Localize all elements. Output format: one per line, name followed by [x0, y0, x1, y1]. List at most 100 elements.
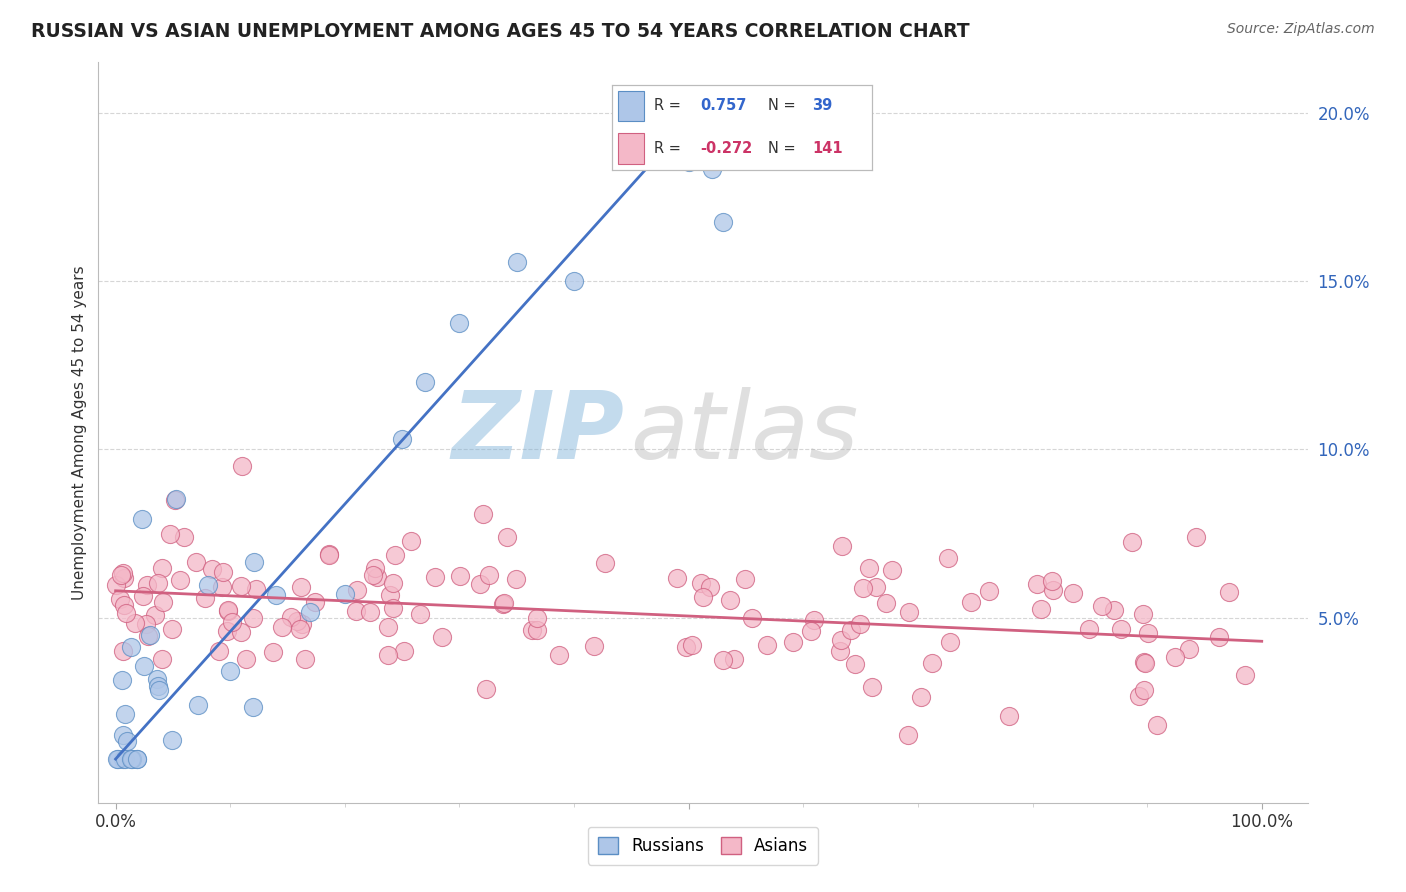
Point — [472, 507, 495, 521]
Point — [1218, 585, 1240, 599]
Point — [194, 591, 217, 605]
Point — [159, 527, 181, 541]
Point — [290, 580, 312, 594]
Point — [135, 578, 157, 592]
Point — [344, 604, 367, 618]
Point — [1164, 649, 1187, 664]
Point — [468, 577, 491, 591]
Point — [112, 644, 135, 658]
Point — [242, 611, 264, 625]
Point — [711, 215, 734, 229]
Point — [217, 604, 239, 618]
Point — [1208, 630, 1230, 644]
Point — [582, 639, 605, 653]
Y-axis label: Unemployment Among Ages 45 to 54 years: Unemployment Among Ages 45 to 54 years — [72, 265, 87, 600]
Point — [112, 571, 135, 585]
Point — [526, 623, 548, 637]
Point — [121, 752, 143, 766]
Point — [186, 698, 208, 713]
Point — [366, 570, 388, 584]
Point — [1132, 607, 1154, 621]
Point — [690, 576, 713, 591]
Point — [270, 620, 292, 634]
Point — [173, 530, 195, 544]
Point — [723, 652, 745, 666]
Point — [148, 683, 170, 698]
Point — [211, 580, 233, 594]
Point — [201, 562, 224, 576]
Point — [150, 561, 173, 575]
Point — [1185, 530, 1208, 544]
Point — [1104, 603, 1126, 617]
Text: RUSSIAN VS ASIAN UNEMPLOYMENT AMONG AGES 45 TO 54 YEARS CORRELATION CHART: RUSSIAN VS ASIAN UNEMPLOYMENT AMONG AGES… — [31, 22, 970, 41]
Point — [318, 547, 340, 561]
Point — [146, 576, 169, 591]
Point — [381, 575, 404, 590]
Point — [163, 492, 186, 507]
Point — [593, 556, 616, 570]
Point — [875, 596, 897, 610]
Point — [655, 108, 678, 122]
Point — [138, 628, 160, 642]
Point — [304, 595, 326, 609]
Point — [105, 578, 128, 592]
Point — [377, 620, 399, 634]
Point — [110, 568, 132, 582]
Point — [858, 561, 880, 575]
Point — [384, 548, 406, 562]
Point — [125, 752, 148, 766]
Point — [112, 598, 135, 612]
Point — [408, 607, 430, 621]
Point — [1146, 718, 1168, 732]
Point — [449, 316, 471, 330]
Point — [120, 752, 142, 766]
Point — [1133, 683, 1156, 698]
Point — [860, 680, 883, 694]
Point — [896, 729, 918, 743]
Point — [221, 615, 243, 629]
Point — [114, 752, 136, 766]
Point — [1135, 657, 1157, 671]
Point — [506, 255, 529, 269]
Point — [160, 732, 183, 747]
Point — [960, 595, 983, 609]
Point — [491, 597, 513, 611]
Point — [120, 640, 142, 655]
Point — [165, 491, 187, 506]
Point — [152, 595, 174, 609]
Point — [231, 578, 253, 592]
Point — [231, 459, 253, 474]
Point — [741, 611, 763, 625]
Point — [264, 587, 287, 601]
Point — [505, 573, 527, 587]
Point — [333, 587, 356, 601]
Point — [184, 555, 207, 569]
Point — [242, 555, 264, 569]
Point — [711, 653, 734, 667]
Point — [1109, 623, 1132, 637]
Point — [1121, 535, 1143, 549]
Point — [449, 569, 471, 583]
Point — [665, 571, 688, 585]
Legend: Russians, Asians: Russians, Asians — [588, 827, 818, 865]
Point — [841, 623, 863, 637]
Point — [734, 572, 756, 586]
Point — [115, 606, 138, 620]
Point — [430, 630, 453, 644]
Point — [718, 593, 741, 607]
Point — [998, 708, 1021, 723]
Point — [112, 752, 135, 766]
Point — [229, 624, 252, 639]
Point — [288, 622, 311, 636]
Point — [522, 623, 544, 637]
Point — [1077, 622, 1099, 636]
Point — [830, 632, 852, 647]
Point — [212, 565, 235, 579]
Point — [977, 584, 1000, 599]
Point — [364, 561, 387, 575]
Point — [399, 533, 422, 548]
Point — [160, 623, 183, 637]
Point — [678, 155, 700, 169]
Point — [382, 601, 405, 615]
Point — [423, 570, 446, 584]
